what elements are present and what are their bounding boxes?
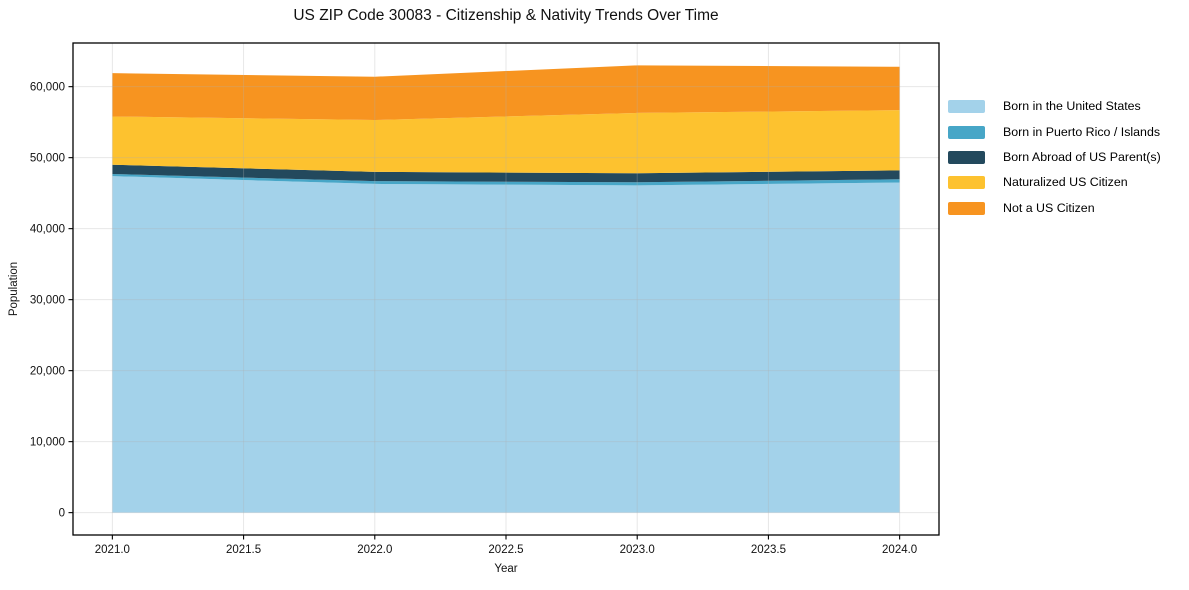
x-tick-label: 2024.0 [882,544,917,556]
legend-label: Naturalized US Citizen [1003,175,1128,190]
legend-item: Born in Puerto Rico / Islands [948,119,1161,144]
legend-swatch-puerto-rico [948,125,985,139]
x-tick-label: 2022.0 [357,544,392,556]
x-tick-label: 2021.5 [226,544,261,556]
legend-label: Born in the United States [1003,99,1141,114]
legend-item: Naturalized US Citizen [948,170,1161,195]
area-series-3 [112,110,900,174]
x-tick-label: 2023.0 [620,544,655,556]
area-series-1 [112,173,900,186]
area-series-2 [112,164,900,183]
x-axis-label: Year [494,563,518,575]
y-tick-label: 40,000 [30,224,65,236]
legend-item: Not a US Citizen [948,196,1161,221]
legend-swatch-not-citizen [948,201,985,215]
legend-label: Born in Puerto Rico / Islands [1003,124,1161,139]
y-tick-label: 30,000 [30,295,65,307]
legend-swatch-born-us [948,100,985,114]
x-tick-label: 2021.0 [95,544,130,556]
legend: Born in the United States Born in Puerto… [948,94,1161,221]
y-tick-label: 50,000 [30,153,65,165]
y-tick-label: 10,000 [30,437,65,449]
y-tick-label: 60,000 [30,82,65,94]
area-series-4 [112,65,900,121]
x-tick-label: 2023.5 [751,544,786,556]
legend-swatch-born-abroad [948,150,985,164]
legend-swatch-naturalized [948,176,985,190]
chart-title: US ZIP Code 30083 - Citizenship & Nativi… [293,7,719,24]
area-series-0 [112,176,900,513]
y-tick-label: 20,000 [30,366,65,378]
legend-label: Born Abroad of US Parent(s) [1003,149,1161,164]
x-tick-label: 2022.5 [488,544,523,556]
y-axis-label: Population [8,261,20,317]
legend-label: Not a US Citizen [1003,200,1095,215]
legend-item: Born Abroad of US Parent(s) [948,145,1161,170]
y-tick-label: 0 [59,508,65,520]
legend-item: Born in the United States [948,94,1161,119]
